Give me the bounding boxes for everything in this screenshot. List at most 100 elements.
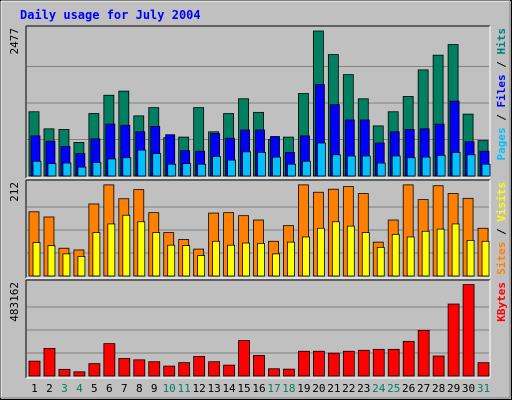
x-tick-label: 30 [462, 382, 475, 395]
legend-entry: KBytes [495, 282, 508, 322]
x-tick-label: 9 [151, 382, 158, 395]
bar-kbytes-day-16 [253, 355, 265, 377]
bar-sites-day-10 [167, 244, 176, 277]
x-tick-label: 29 [447, 382, 460, 395]
bar-sites-day-9 [152, 232, 161, 277]
bar-kbytes-day-29 [447, 303, 460, 377]
bar-pages-day-2 [47, 163, 57, 177]
bar-sites-day-11 [182, 245, 191, 277]
bar-kbytes-day-9 [148, 361, 161, 377]
bar-pages-day-3 [62, 162, 72, 177]
bar-sites-day-8 [137, 221, 146, 277]
bar-pages-day-13 [212, 156, 222, 177]
panel-1: 2477 Pages / Files / Hits [8, 25, 508, 179]
legend-entry: Hits [495, 28, 508, 55]
x-tick-label: 22 [342, 382, 355, 395]
bar-pages-day-11 [182, 163, 192, 177]
series-legend: KBytes [495, 282, 508, 322]
bar-sites-day-1 [32, 242, 41, 277]
bar-sites-day-17 [272, 253, 280, 277]
bar-sites-day-28 [436, 228, 445, 277]
bar-kbytes-day-14 [223, 364, 235, 377]
bar-kbytes-day-25 [387, 348, 400, 377]
x-tick-label: 8 [136, 382, 143, 395]
x-tick-label: 23 [357, 382, 370, 395]
x-tick-label: 13 [207, 382, 220, 395]
bar-kbytes-day-11 [178, 362, 191, 377]
x-tick-label: 7 [121, 382, 128, 395]
bar-kbytes-day-30 [462, 284, 475, 377]
max-value-label: 212 [8, 182, 21, 202]
bar-pages-day-4 [77, 166, 87, 177]
max-value-label: 483162 [8, 282, 21, 322]
legend-entry: / [495, 108, 508, 128]
bar-pages-day-14 [227, 159, 236, 177]
bar-sites-day-25 [391, 233, 400, 277]
bar-kbytes-day-8 [133, 359, 146, 377]
bar-pages-day-16 [257, 152, 266, 177]
bar-pages-day-15 [242, 151, 251, 177]
bar-sites-day-16 [257, 243, 265, 277]
x-tick-label: 10 [163, 382, 176, 395]
x-tick-label: 28 [432, 382, 445, 395]
bar-kbytes-day-26 [402, 340, 415, 377]
bar-kbytes-day-12 [193, 355, 206, 377]
x-tick-label: 5 [91, 382, 98, 395]
bar-sites-day-7 [122, 214, 131, 277]
x-tick-label: 15 [237, 382, 250, 395]
bar-pages-day-12 [197, 163, 207, 177]
bar-kbytes-day-17 [268, 368, 280, 377]
panel-3: 483162 KBytes [8, 279, 508, 379]
bar-sites-day-14 [227, 244, 235, 277]
bar-pages-day-25 [391, 155, 401, 177]
x-tick-label: 12 [193, 382, 206, 395]
bar-kbytes-day-1 [28, 360, 41, 377]
x-tick-label: 20 [312, 382, 325, 395]
bar-sites-day-23 [361, 232, 370, 277]
bar-sites-day-24 [376, 246, 385, 277]
legend-entry: / [495, 55, 508, 75]
x-tick-label: 6 [106, 382, 113, 395]
bar-pages-day-1 [32, 160, 42, 177]
bar-sites-day-13 [212, 240, 221, 277]
bar-sites-day-5 [92, 232, 101, 277]
bar-kbytes-day-23 [357, 349, 370, 377]
bar-kbytes-day-22 [342, 350, 355, 377]
bar-kbytes-day-18 [283, 368, 295, 377]
bar-kbytes-day-6 [103, 343, 116, 377]
bar-sites-day-19 [302, 236, 310, 277]
bar-pages-day-23 [361, 155, 371, 177]
bar-pages-day-27 [421, 156, 431, 177]
bar-kbytes-day-13 [208, 361, 221, 377]
bar-pages-day-31 [481, 163, 491, 177]
bar-pages-day-5 [92, 162, 102, 177]
bar-sites-day-6 [107, 223, 116, 277]
bar-sites-day-12 [197, 255, 206, 277]
bar-pages-day-21 [331, 154, 341, 177]
legend-entry: Visits [495, 182, 508, 222]
x-tick-label: 21 [327, 382, 340, 395]
x-tick-label: 31 [477, 382, 490, 395]
bar-sites-day-30 [466, 240, 475, 277]
x-tick-label: 2 [46, 382, 53, 395]
bar-pages-day-8 [137, 149, 147, 177]
bar-kbytes-day-5 [88, 363, 101, 377]
bar-pages-day-10 [167, 163, 177, 177]
bar-sites-day-3 [62, 253, 71, 277]
bar-sites-day-4 [77, 256, 86, 277]
bar-sites-day-26 [406, 236, 415, 277]
legend-entry: Files [495, 74, 508, 107]
x-tick-label: 26 [402, 382, 415, 395]
bar-kbytes-day-10 [163, 365, 176, 377]
bar-sites-day-29 [451, 223, 460, 277]
legend-entry: Sites [495, 242, 508, 275]
x-tick-label: 4 [76, 382, 83, 395]
bar-pages-day-9 [152, 153, 162, 177]
bar-pages-day-28 [436, 154, 446, 177]
panels-group: 2477 Pages / Files / Hits 212 Sites / Visit… [8, 25, 508, 379]
bar-pages-day-20 [316, 142, 326, 177]
bar-pages-day-29 [451, 152, 461, 177]
bar-sites-day-2 [47, 245, 56, 277]
x-tick-label: 11 [178, 382, 191, 395]
